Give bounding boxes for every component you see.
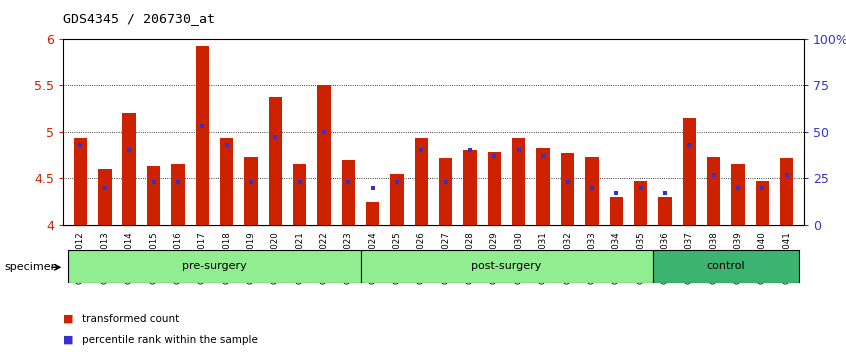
Bar: [74, 138, 87, 225]
Text: pre-surgery: pre-surgery: [182, 261, 247, 272]
Point: [561, 179, 574, 185]
Bar: [390, 174, 404, 225]
Text: GDS4345 / 206730_at: GDS4345 / 206730_at: [63, 12, 216, 25]
Bar: [464, 150, 477, 225]
Bar: [171, 164, 184, 225]
Point: [415, 148, 428, 153]
Bar: [220, 138, 233, 225]
Bar: [415, 138, 428, 225]
Bar: [536, 148, 550, 225]
Point: [536, 153, 550, 159]
Point: [731, 185, 744, 190]
Point: [658, 190, 672, 196]
Bar: [123, 113, 136, 225]
Point: [220, 142, 233, 148]
Bar: [195, 46, 209, 225]
Point: [585, 185, 599, 190]
Point: [780, 172, 794, 177]
Point: [487, 153, 501, 159]
Bar: [268, 97, 282, 225]
Bar: [488, 152, 501, 225]
Bar: [585, 157, 599, 225]
Point: [268, 135, 282, 140]
Bar: [317, 85, 331, 225]
Point: [390, 179, 404, 185]
Point: [439, 179, 453, 185]
Bar: [755, 181, 769, 225]
Point: [74, 142, 87, 148]
Bar: [683, 118, 696, 225]
Bar: [98, 169, 112, 225]
Bar: [293, 164, 306, 225]
Bar: [780, 158, 794, 225]
Point: [293, 179, 306, 185]
Point: [98, 185, 112, 190]
Bar: [360, 250, 653, 283]
Text: ■: ■: [63, 335, 74, 345]
Point: [707, 172, 721, 177]
Point: [634, 185, 647, 190]
Text: post-surgery: post-surgery: [471, 261, 541, 272]
Point: [464, 148, 477, 153]
Bar: [512, 138, 525, 225]
Point: [609, 190, 623, 196]
Point: [171, 179, 184, 185]
Bar: [561, 153, 574, 225]
Bar: [69, 250, 360, 283]
Bar: [707, 157, 720, 225]
Bar: [342, 160, 355, 225]
Point: [366, 185, 380, 190]
Point: [195, 124, 209, 129]
Bar: [147, 166, 160, 225]
Text: specimen: specimen: [4, 262, 58, 272]
Text: percentile rank within the sample: percentile rank within the sample: [82, 335, 258, 345]
Text: transformed count: transformed count: [82, 314, 179, 324]
Bar: [366, 201, 379, 225]
Bar: [653, 250, 799, 283]
Text: ■: ■: [63, 314, 74, 324]
Point: [123, 148, 136, 153]
Bar: [439, 158, 453, 225]
Point: [342, 179, 355, 185]
Point: [755, 185, 769, 190]
Bar: [731, 164, 744, 225]
Bar: [634, 181, 647, 225]
Point: [512, 148, 525, 153]
Point: [317, 129, 331, 135]
Point: [683, 142, 696, 148]
Bar: [244, 157, 258, 225]
Point: [244, 179, 258, 185]
Text: control: control: [706, 261, 745, 272]
Bar: [658, 197, 672, 225]
Point: [146, 179, 160, 185]
Bar: [609, 197, 623, 225]
